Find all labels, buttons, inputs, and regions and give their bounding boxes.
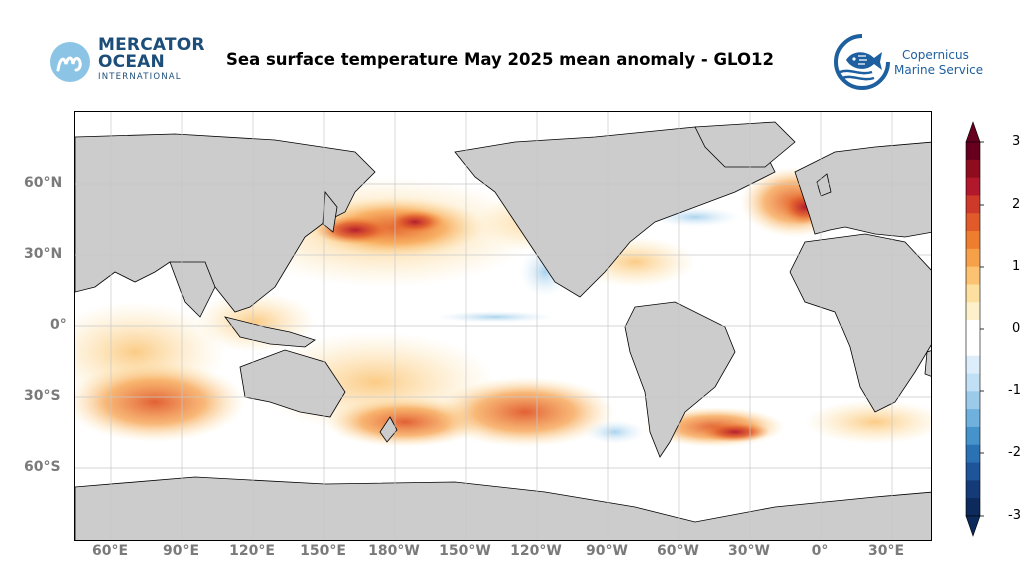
lon-label-0: 0° xyxy=(811,543,829,559)
lon-label-30w: 30°W xyxy=(728,543,770,559)
lat-label-60s: 60°S xyxy=(24,459,61,475)
colorbar-cell xyxy=(966,498,980,517)
copernicus-logo-line1: Copernicus xyxy=(902,48,969,62)
lon-label-120w: 120°W xyxy=(510,543,562,559)
colorbar-cell xyxy=(966,302,980,321)
land-indonesia xyxy=(224,316,316,348)
lon-label-150e: 150°E xyxy=(300,543,346,559)
colorbar-cell xyxy=(966,284,980,303)
colorbar-cell xyxy=(966,142,980,161)
colorbar-cell xyxy=(966,195,980,214)
colorbar-tick-0: 0 xyxy=(1012,321,1021,336)
land-north-america xyxy=(454,126,776,298)
copernicus-logo-line2: Marine Service xyxy=(894,63,984,77)
colorbar xyxy=(965,121,984,537)
land-masses xyxy=(75,121,931,540)
colorbar-cell xyxy=(966,373,980,392)
colorbar-cell xyxy=(966,337,980,357)
colorbar-cell xyxy=(966,159,980,179)
colorbar-cell xyxy=(966,444,980,464)
colorbar-tick-neg2: -2 xyxy=(1008,445,1021,460)
colorbar-cell xyxy=(966,231,980,250)
lat-label-30n: 30°N xyxy=(24,246,63,262)
mercator-logo-line2: OCEAN xyxy=(98,52,165,72)
colorbar-cell xyxy=(966,409,980,428)
lon-label-90e: 90°E xyxy=(162,543,200,559)
lon-label-60e: 60°E xyxy=(91,543,129,559)
graticule xyxy=(75,112,931,540)
colorbar-cell xyxy=(966,391,980,410)
colorbar-cell xyxy=(966,426,980,446)
land-madagascar xyxy=(924,350,931,377)
colorbar-arrow-max xyxy=(965,121,981,143)
colorbar-cell xyxy=(966,248,980,268)
colorbar-cell xyxy=(966,480,980,499)
lon-label-90w: 90°W xyxy=(586,543,628,559)
colorbar-cell xyxy=(966,177,980,196)
lat-label-0: 0° xyxy=(50,317,67,333)
lon-label-180w: 180°W xyxy=(368,543,420,559)
colorbar-tick-1: 1 xyxy=(1012,259,1021,274)
colorbar-cell xyxy=(966,213,980,232)
mercator-m-icon xyxy=(50,42,90,82)
lat-label-60n: 60°N xyxy=(24,175,63,191)
colorbar-cell xyxy=(966,355,980,375)
colorbar-tick-3: 3 xyxy=(1012,134,1021,149)
fish-icon xyxy=(834,34,890,90)
colorbar-cell xyxy=(966,266,980,285)
lat-label-30s: 30°S xyxy=(24,388,61,404)
map-title: Sea surface temperature May 2025 mean an… xyxy=(226,50,774,69)
colorbar-cells xyxy=(965,121,981,537)
colorbar-ticks xyxy=(980,141,984,517)
colorbar-tick-neg1: -1 xyxy=(1008,383,1021,398)
lon-label-150w: 150°W xyxy=(439,543,491,559)
land-india xyxy=(169,261,216,318)
colorbar-tick-neg3: -3 xyxy=(1008,508,1021,523)
mercator-logo-line1: MERCATOR xyxy=(98,35,205,55)
lon-label-30e: 30°E xyxy=(867,543,905,559)
land-greenland xyxy=(694,121,796,168)
colorbar-arrow-min xyxy=(965,515,981,537)
lon-label-60w: 60°W xyxy=(657,543,699,559)
land-eurasia xyxy=(75,133,931,313)
sst-anomaly-map xyxy=(75,112,931,540)
map-frame xyxy=(74,111,932,541)
colorbar-tick-2: 2 xyxy=(1012,197,1021,212)
header: MERCATOR OCEAN INTERNATIONAL Sea surface… xyxy=(0,0,1024,100)
copernicus-marine-logo: Copernicus Marine Service xyxy=(832,32,992,92)
mercator-logo-line3: INTERNATIONAL xyxy=(98,72,182,82)
colorbar-cell xyxy=(966,462,980,481)
lon-label-120e: 120°E xyxy=(229,543,275,559)
land-antarctica xyxy=(75,476,931,540)
mercator-ocean-logo: MERCATOR OCEAN INTERNATIONAL xyxy=(48,36,204,86)
colorbar-cell xyxy=(966,320,980,339)
land-uk xyxy=(816,173,832,197)
land-south-america xyxy=(624,301,736,458)
land-africa xyxy=(789,233,931,413)
